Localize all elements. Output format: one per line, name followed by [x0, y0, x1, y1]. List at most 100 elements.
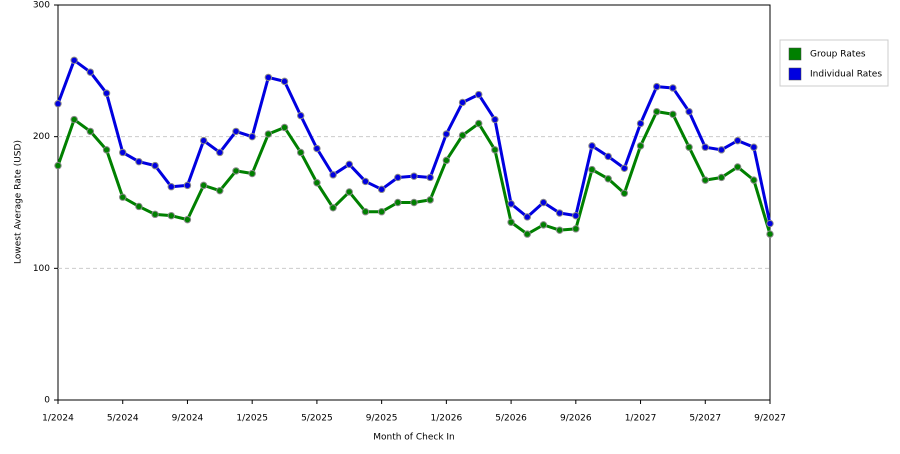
- data-point: [232, 167, 240, 175]
- data-point: [701, 143, 709, 151]
- data-point: [588, 142, 596, 150]
- x-tick-label: 9/2025: [366, 414, 398, 424]
- data-point: [653, 82, 661, 91]
- data-point: [523, 213, 531, 221]
- y-tick-label: 0: [44, 396, 50, 406]
- data-point: [151, 161, 159, 170]
- data-point: [394, 198, 402, 207]
- data-point: [248, 169, 256, 178]
- data-point: [410, 172, 418, 180]
- data-point: [442, 130, 451, 138]
- data-point: [135, 157, 143, 166]
- data-point: [669, 110, 677, 118]
- data-point: [458, 131, 467, 140]
- data-point: [70, 56, 78, 64]
- data-point: [135, 202, 143, 211]
- data-point: [280, 77, 289, 86]
- data-point: [523, 230, 531, 238]
- x-tick-label: 9/2024: [172, 414, 204, 424]
- data-point: [216, 186, 224, 195]
- data-point: [620, 189, 629, 197]
- data-point: [507, 200, 515, 208]
- data-point: [361, 208, 370, 216]
- data-point: [669, 84, 677, 92]
- data-point: [733, 163, 742, 171]
- legend-swatch: [788, 47, 802, 61]
- data-point: [620, 164, 629, 172]
- data-point: [70, 115, 78, 124]
- data-point: [119, 148, 127, 157]
- x-tick-label: 1/2027: [625, 414, 657, 424]
- data-point: [426, 173, 434, 182]
- x-tick-label: 5/2024: [107, 414, 139, 424]
- data-point: [280, 123, 289, 132]
- data-point: [555, 226, 564, 234]
- legend-label: Individual Rates: [810, 70, 882, 80]
- data-point: [572, 225, 580, 233]
- data-point: [685, 107, 693, 116]
- data-point: [86, 127, 95, 136]
- x-tick-label: 1/2024: [42, 414, 74, 424]
- data-point: [588, 165, 596, 174]
- data-point: [119, 193, 127, 201]
- data-point: [766, 230, 774, 238]
- data-point: [345, 160, 353, 169]
- data-point: [410, 198, 418, 207]
- data-point: [507, 218, 515, 226]
- data-point: [54, 161, 62, 170]
- data-point: [167, 183, 175, 191]
- data-point: [377, 185, 386, 194]
- data-point: [653, 107, 661, 116]
- data-point: [766, 219, 774, 228]
- data-point: [313, 144, 321, 153]
- data-point: [701, 176, 709, 184]
- data-point: [329, 171, 337, 179]
- data-point: [442, 156, 451, 165]
- data-point: [636, 119, 645, 128]
- x-axis-label: Month of Check In: [373, 433, 455, 443]
- data-point: [750, 143, 758, 151]
- data-point: [86, 68, 95, 76]
- data-point: [539, 221, 548, 229]
- data-point: [183, 215, 192, 224]
- x-tick-label: 9/2027: [754, 414, 786, 424]
- data-point: [426, 196, 434, 204]
- x-tick-label: 5/2025: [301, 414, 333, 424]
- data-point: [361, 177, 370, 186]
- x-tick-label: 1/2025: [236, 414, 268, 424]
- data-point: [555, 209, 564, 217]
- data-point: [604, 152, 612, 161]
- data-point: [345, 188, 353, 196]
- data-point: [475, 119, 483, 128]
- data-point: [54, 100, 62, 108]
- data-point: [183, 181, 192, 190]
- data-point: [297, 111, 305, 120]
- legend-swatch: [788, 67, 802, 81]
- y-axis-label: Lowest Average Rate (USD): [14, 140, 24, 264]
- x-tick-label: 5/2026: [495, 414, 527, 424]
- data-point: [491, 115, 499, 124]
- data-point: [329, 204, 337, 212]
- data-point: [750, 176, 758, 184]
- data-point: [313, 179, 321, 187]
- data-point: [394, 173, 402, 182]
- data-point: [199, 181, 208, 190]
- x-tick-label: 9/2026: [560, 414, 592, 424]
- data-point: [102, 146, 111, 154]
- x-tick-label: 5/2027: [689, 414, 721, 424]
- data-point: [717, 173, 726, 182]
- data-point: [685, 143, 693, 151]
- data-point: [264, 130, 273, 138]
- data-point: [717, 146, 726, 154]
- x-tick-label: 1/2026: [431, 414, 463, 424]
- data-point: [572, 211, 580, 220]
- data-point: [539, 198, 548, 207]
- data-point: [458, 98, 467, 107]
- plot-frame: [57, 4, 771, 401]
- data-point: [248, 132, 256, 141]
- data-point: [216, 148, 224, 157]
- data-point: [264, 73, 273, 82]
- data-point: [167, 211, 175, 220]
- data-point: [151, 210, 159, 219]
